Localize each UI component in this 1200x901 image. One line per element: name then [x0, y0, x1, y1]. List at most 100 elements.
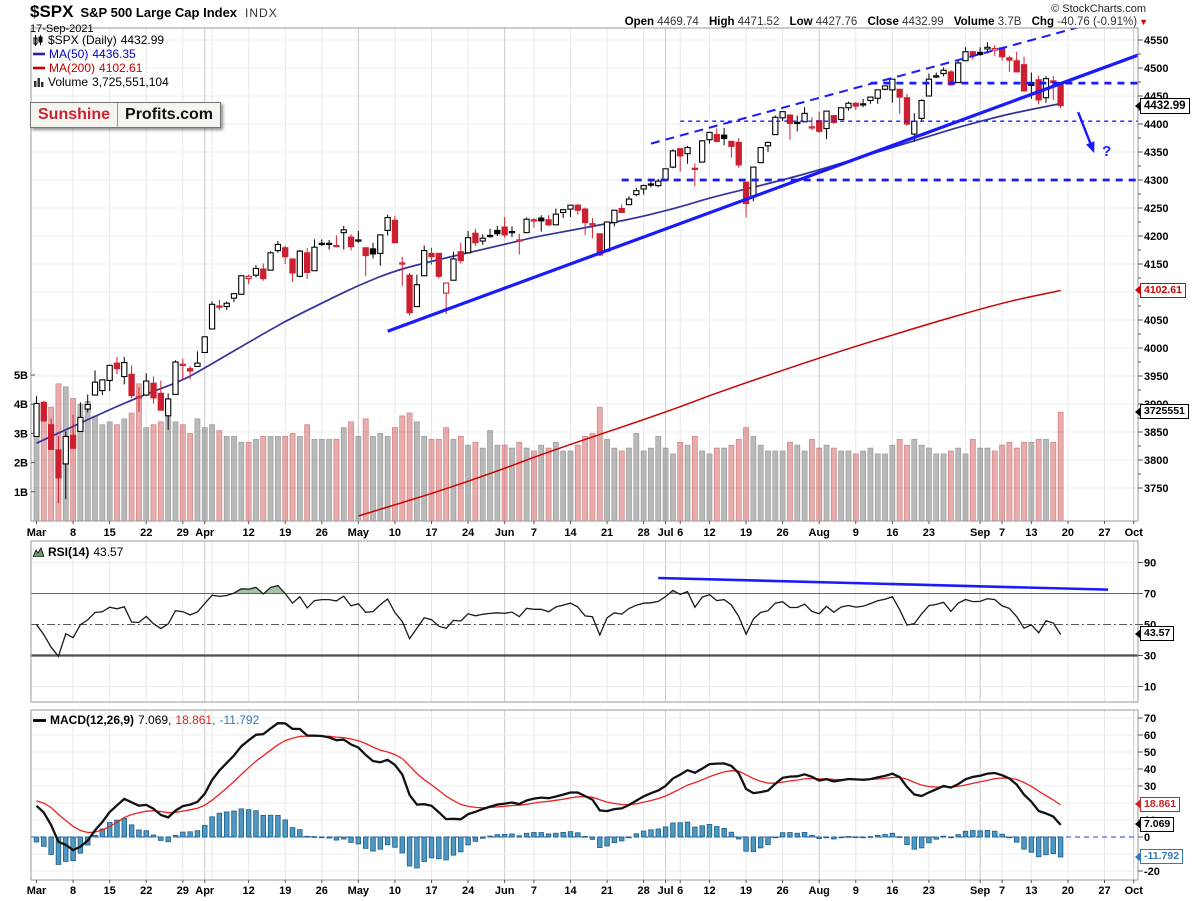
volume-value-tag: 3725551	[1140, 404, 1189, 420]
svg-text:3950: 3950	[1144, 371, 1168, 383]
svg-text:7: 7	[999, 527, 1005, 539]
legend-volume-value: 3,725,551,104	[92, 75, 169, 89]
svg-text:Jun: Jun	[495, 885, 515, 897]
legend-ma50-row: MA(50) 4436.35	[33, 47, 169, 61]
stockcharts-credit: © StockCharts.com	[1051, 3, 1146, 15]
svg-text:17: 17	[425, 527, 437, 539]
svg-text:7: 7	[999, 885, 1005, 897]
svg-text:4000: 4000	[1144, 343, 1168, 355]
watermark-part1: Sunshine	[31, 103, 119, 127]
svg-text:28: 28	[638, 885, 650, 897]
rsi-overbought-fill	[232, 585, 689, 594]
low-value: 4427.76	[815, 16, 858, 28]
svg-text:16: 16	[886, 885, 898, 897]
svg-text:70: 70	[1144, 589, 1156, 601]
macd-line-icon	[33, 718, 46, 722]
high-value: 4471.52	[737, 16, 780, 28]
macd-hist-value: -11.792	[219, 713, 260, 727]
svg-text:Jul: Jul	[658, 527, 674, 539]
svg-text:5B: 5B	[14, 370, 28, 382]
svg-text:20: 20	[1062, 527, 1074, 539]
macd-signal-value: 18.861,	[175, 713, 216, 727]
candles	[33, 42, 1064, 504]
svg-text:24: 24	[462, 527, 475, 539]
svg-text:Apr: Apr	[195, 885, 215, 897]
svg-text:3850: 3850	[1144, 427, 1168, 439]
annotations: ?	[387, 28, 1138, 333]
main-panel: ?375038003850390039504000405041004150420…	[14, 27, 1168, 539]
legend-spx-row: $SPX (Daily) 4432.99	[33, 33, 169, 47]
svg-text:22: 22	[140, 885, 152, 897]
chg-label: Chg	[1031, 16, 1054, 28]
ma200-line	[358, 289, 1061, 517]
svg-text:9: 9	[853, 527, 859, 539]
svg-text:Sep: Sep	[970, 885, 990, 897]
ma200-value-tag: 4102.61	[1140, 282, 1186, 298]
svg-text:12: 12	[243, 885, 255, 897]
svg-text:29: 29	[177, 885, 189, 897]
open-label: Open	[624, 16, 655, 28]
legend-ma200-value: 4102.61	[99, 61, 143, 75]
svg-text:Mar: Mar	[27, 527, 47, 539]
index-name: S&P 500 Large Cap Index	[80, 5, 238, 20]
svg-text:7: 7	[531, 885, 537, 897]
high-label: High	[709, 16, 735, 28]
svg-text:9: 9	[853, 885, 859, 897]
svg-text:14: 14	[564, 885, 577, 897]
svg-text:16: 16	[886, 527, 898, 539]
svg-text:12: 12	[243, 527, 255, 539]
svg-text:60: 60	[1144, 730, 1156, 742]
svg-text:3750: 3750	[1144, 483, 1168, 495]
macd-label: MACD(12,26,9)	[50, 713, 135, 727]
svg-text:?: ?	[1102, 143, 1111, 160]
open-value: 4469.74	[657, 16, 699, 28]
svg-text:21: 21	[601, 885, 613, 897]
svg-text:Jul: Jul	[658, 885, 674, 897]
close-value: 4432.99	[902, 16, 944, 28]
sunshine-profits-watermark: Sunshine Profits.com	[30, 102, 222, 128]
svg-text:29: 29	[177, 527, 189, 539]
svg-text:19: 19	[279, 885, 291, 897]
svg-text:26: 26	[777, 885, 789, 897]
svg-text:40: 40	[1144, 764, 1156, 776]
legend-ma50-label: MA(50)	[49, 47, 89, 61]
svg-text:12: 12	[703, 527, 715, 539]
svg-text:0: 0	[1144, 832, 1150, 844]
svg-text:27: 27	[1098, 885, 1110, 897]
rsi-panel: 9070503010	[30, 540, 1156, 703]
rsi-value-tag: 43.57	[1140, 626, 1175, 642]
svg-text:15: 15	[104, 527, 116, 539]
svg-text:26: 26	[316, 885, 328, 897]
chart-date: 17-Sep-2021	[30, 23, 94, 35]
svg-text:8: 8	[70, 527, 76, 539]
svg-text:4200: 4200	[1144, 231, 1168, 243]
svg-text:4300: 4300	[1144, 175, 1168, 187]
legend-ma200-row: MA(200) 4102.61	[33, 61, 169, 75]
rsi-legend: RSI(14) 43.57	[33, 545, 123, 559]
svg-text:3800: 3800	[1144, 455, 1168, 467]
svg-text:4B: 4B	[14, 399, 28, 411]
svg-text:1B: 1B	[14, 487, 28, 499]
legend-volume-label: Volume	[48, 75, 89, 89]
svg-text:May: May	[348, 885, 370, 897]
svg-text:12: 12	[703, 885, 715, 897]
low-label: Low	[789, 16, 813, 28]
chg-value: -40.76 (-0.91%)	[1057, 16, 1138, 28]
svg-text:Oct: Oct	[1125, 527, 1144, 539]
macd-signal-line	[36, 735, 1061, 834]
legend-spx-label: $SPX (Daily)	[48, 33, 117, 47]
legend-volume-row: Volume 3,725,551,104	[33, 75, 169, 89]
svg-text:70: 70	[1144, 713, 1156, 725]
svg-text:21: 21	[601, 527, 613, 539]
candlestick-icon	[33, 34, 43, 46]
down-arrow-icon	[1086, 141, 1095, 154]
close-label: Close	[867, 16, 899, 28]
svg-text:24: 24	[462, 885, 475, 897]
rsi-line	[35, 584, 1062, 658]
symbol: $SPX	[30, 2, 74, 21]
watermark-part2: Profits.com	[125, 106, 214, 123]
volume-bars-icon	[34, 78, 44, 87]
svg-text:28: 28	[638, 527, 650, 539]
legend-ma200-label: MA(200)	[49, 61, 96, 75]
macd-line-tag: 7.069	[1140, 816, 1175, 832]
